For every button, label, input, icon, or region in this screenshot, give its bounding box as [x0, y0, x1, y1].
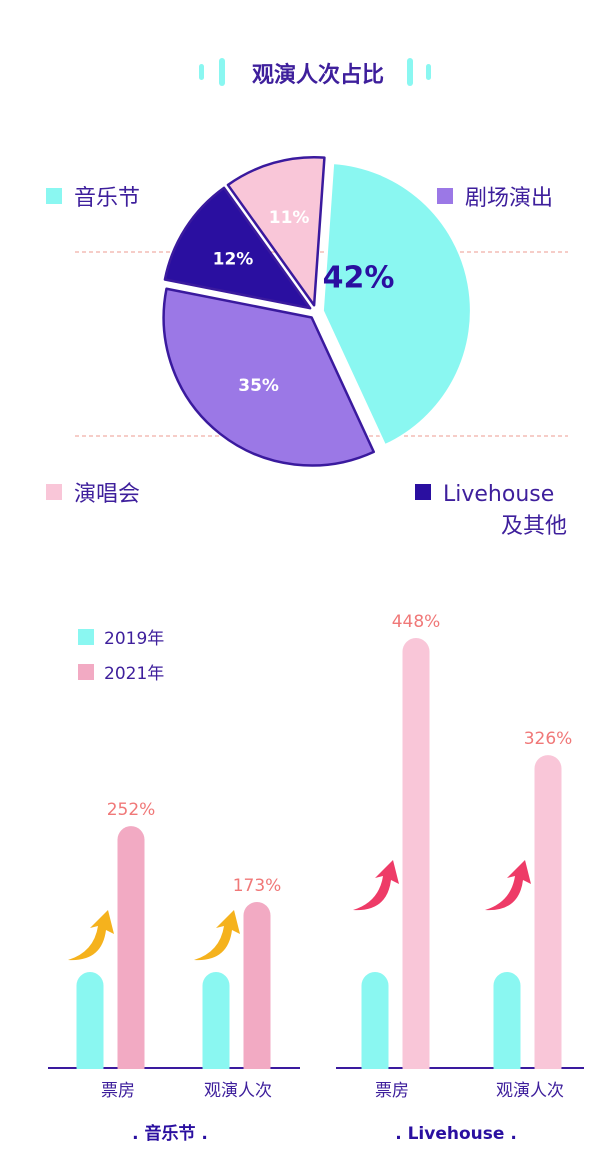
pie-slice-label: 11%: [269, 208, 310, 228]
bar-2019: [493, 972, 521, 1082]
bar-base-mask: [63, 1069, 158, 1096]
legend-label-livehouse-line2: 及其他: [501, 514, 567, 539]
title-group: 观演人次占比: [199, 58, 431, 88]
bar-2021: [117, 826, 145, 1082]
legend-swatch-concert: [46, 484, 62, 500]
legend-swatch-2019: [78, 629, 94, 645]
legend-label-2019: 2019年: [104, 629, 164, 649]
legend-swatch-livehouse: [415, 484, 431, 500]
bar-charts: 252% 票房 173% 观演人次 . 音乐节 . 448% 票房 326% 观演人次 . Liv…: [48, 612, 584, 1144]
legend-label-2021: 2021年: [104, 664, 164, 684]
growth-arrow-icon: [68, 910, 114, 961]
pie-slice-label: 12%: [213, 249, 254, 269]
legend-label-theater: 剧场演出: [465, 186, 553, 211]
bar-2021: [534, 755, 562, 1082]
category-label: 票房: [101, 1081, 135, 1101]
bar-data-label: 173%: [233, 876, 282, 896]
pie-slice-label: 35%: [238, 376, 279, 396]
bar-base-mask: [480, 1069, 575, 1096]
category-label: 观演人次: [204, 1081, 272, 1101]
growth-arrow-icon: [194, 910, 240, 961]
pie-legend: 音乐节 剧场演出 演唱会 Livehouse 及其他: [46, 186, 567, 539]
bar-base-mask: [189, 1069, 284, 1096]
title-deco-right-2: [426, 64, 431, 80]
title-deco-right-1: [407, 58, 413, 86]
pie-slice: [162, 287, 375, 467]
title-deco-left-2: [219, 58, 225, 86]
legend-label-music-festival: 音乐节: [74, 186, 140, 211]
page-title: 观演人次占比: [252, 62, 384, 88]
bar-2021: [402, 638, 430, 1082]
category-label: 票房: [375, 1081, 409, 1101]
growth-arrow-icon: [485, 860, 531, 911]
pie-slice: [163, 186, 312, 310]
pie-slice-label: 42%: [323, 260, 395, 295]
category-label: 观演人次: [496, 1081, 564, 1101]
bar-data-label: 448%: [392, 612, 441, 632]
legend-swatch-2021: [78, 664, 94, 680]
bar-chart-title: . Livehouse .: [395, 1124, 517, 1144]
pie-slice: [321, 162, 472, 447]
legend-swatch-music-festival: [46, 188, 62, 204]
legend-label-concert: 演唱会: [74, 482, 140, 507]
bar-2019: [76, 972, 104, 1082]
legend-swatch-theater: [437, 188, 453, 204]
pie-slice: [226, 156, 326, 307]
bar-chart-title: . 音乐节 .: [132, 1123, 208, 1144]
bar-2021: [243, 901, 271, 1082]
title-deco-left-1: [199, 64, 204, 80]
bar-2019: [361, 972, 389, 1082]
bar-data-label: 252%: [107, 800, 156, 820]
growth-arrow-icon: [353, 860, 399, 911]
bar-legend: 2019年 2021年: [78, 629, 164, 684]
bar-data-label: 326%: [524, 729, 573, 749]
pie-chart: 42% 35% 12% 11%: [75, 156, 568, 467]
bar-base-mask: [348, 1069, 443, 1096]
bar-2019: [202, 972, 230, 1082]
legend-label-livehouse: Livehouse: [443, 482, 554, 507]
